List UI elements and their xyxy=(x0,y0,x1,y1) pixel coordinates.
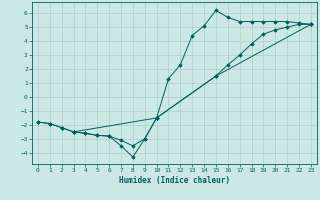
X-axis label: Humidex (Indice chaleur): Humidex (Indice chaleur) xyxy=(119,176,230,185)
